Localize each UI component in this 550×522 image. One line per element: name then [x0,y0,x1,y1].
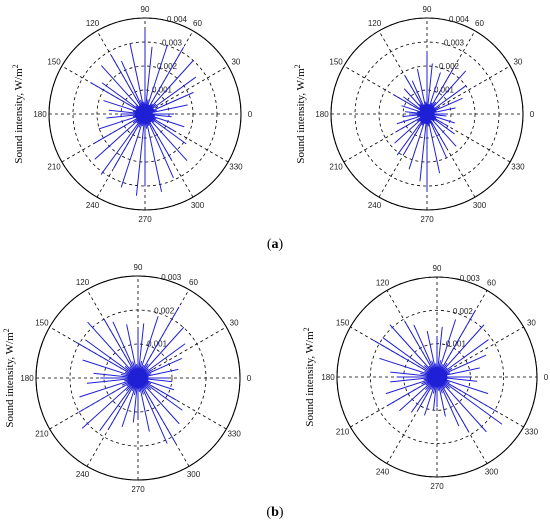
angle-tick-label: 150 [47,58,61,67]
angle-tick-label: 60 [487,279,496,288]
grid-ring [369,309,505,445]
radial-tick-label: 0.004 [167,15,188,24]
angle-tick-label: 150 [329,58,343,67]
angle-tick-label: 120 [368,19,382,28]
angle-tick-label: 120 [86,19,100,28]
angle-tick-label: 240 [76,470,90,479]
radial-tick-label: 0.002 [154,306,175,315]
polar-chart-a-right: 0 30 60 90 120 150 180 210 240 270 300 330 0.001 0.00… [293,5,535,224]
angle-tick-label: 240 [86,201,100,210]
angle-tick-label: 0 [530,110,535,119]
angle-tick-label: 270 [420,215,434,224]
angle-tick-label: 330 [229,163,243,172]
y-axis-label: Sound intensity, W/m2 [302,327,316,426]
angle-tick-label: 180 [315,110,329,119]
radial-tick-label: 0.003 [444,39,465,48]
angle-tick-label: 300 [191,201,205,210]
outer-circle [35,275,241,481]
polar-chart-b-right: 03060901201501802102402703003300.0010.00… [302,264,549,491]
angle-tick-label: 0 [248,110,253,119]
radial-tick-label: 0.003 [161,273,182,282]
radial-tick-label: 0.004 [449,15,470,24]
angle-tick-label: 300 [187,470,201,479]
angle-tick-label: 300 [485,467,499,476]
series-line [373,310,503,433]
angle-tick-label: 60 [475,19,484,28]
angle-tick-label: 270 [430,482,444,491]
angle-tick-label: 180 [321,373,335,382]
angle-tick-label: 90 [433,264,442,273]
panel-label-a: (a) [267,237,284,252]
outer-circle [330,17,524,211]
radial-tick-label: 0.001 [434,86,455,95]
radial-tick-label: 0.002 [439,62,460,71]
angle-tick-label: 180 [20,374,34,383]
radial-tick-label: 0.003 [460,274,481,283]
angle-tick-label: 30 [230,319,239,328]
radial-tick-label: 0.002 [157,62,178,71]
y-axis-label: Sound intensity, W/m2 [2,328,16,427]
angle-tick-label: 120 [376,279,390,288]
angle-tick-label: 210 [47,163,61,172]
angle-tick-label: 90 [141,5,150,14]
angle-tick-label: 270 [138,215,152,224]
outer-circle [336,276,538,478]
grid-spoke [343,65,511,163]
y-axis-label: Sound intensity, W/m2 [293,64,307,163]
radial-tick-label: 0.003 [162,39,183,48]
outer-circle [48,17,242,211]
angle-tick-label: 30 [527,319,536,328]
angle-tick-label: 60 [193,19,202,28]
polar-chart-a-left: 0 30 60 90 120 150 180 210 240 270 300 330 0.001 0.00… [11,5,253,224]
radial-tick-label: 0.002 [453,307,474,316]
series-line [90,29,196,196]
series-line [393,51,467,192]
angle-tick-label: 210 [35,430,49,439]
angle-tick-label: 300 [473,201,487,210]
angle-tick-label: 60 [189,278,198,287]
angle-tick-label: 90 [423,5,432,14]
angle-tick-label: 120 [76,278,90,287]
grid-ring [103,343,173,413]
series-line [75,306,186,444]
angle-tick-label: 240 [368,201,382,210]
angle-tick-label: 90 [134,263,143,272]
angle-tick-label: 270 [131,485,145,494]
angle-tick-label: 240 [376,467,390,476]
angle-tick-label: 180 [33,110,47,119]
y-axis-label: Sound intensity, W/m2 [11,64,25,163]
polar-chart-b-left: 03060901201501802102402703003300.0010.00… [2,263,252,494]
angle-tick-label: 330 [511,163,525,172]
angle-tick-label: 0 [247,374,252,383]
angle-tick-label: 30 [231,58,240,67]
radial-tick-label: 0.001 [152,86,173,95]
angle-tick-label: 210 [329,163,343,172]
angle-tick-label: 330 [525,428,539,437]
panel-label-b: (b) [266,505,283,520]
angle-tick-label: 150 [336,319,350,328]
angle-tick-label: 0 [544,373,549,382]
grid-spoke [343,65,511,163]
angle-tick-label: 150 [35,319,49,328]
angle-tick-label: 30 [513,58,522,67]
angle-tick-label: 210 [336,428,350,437]
angle-tick-label: 330 [227,430,241,439]
